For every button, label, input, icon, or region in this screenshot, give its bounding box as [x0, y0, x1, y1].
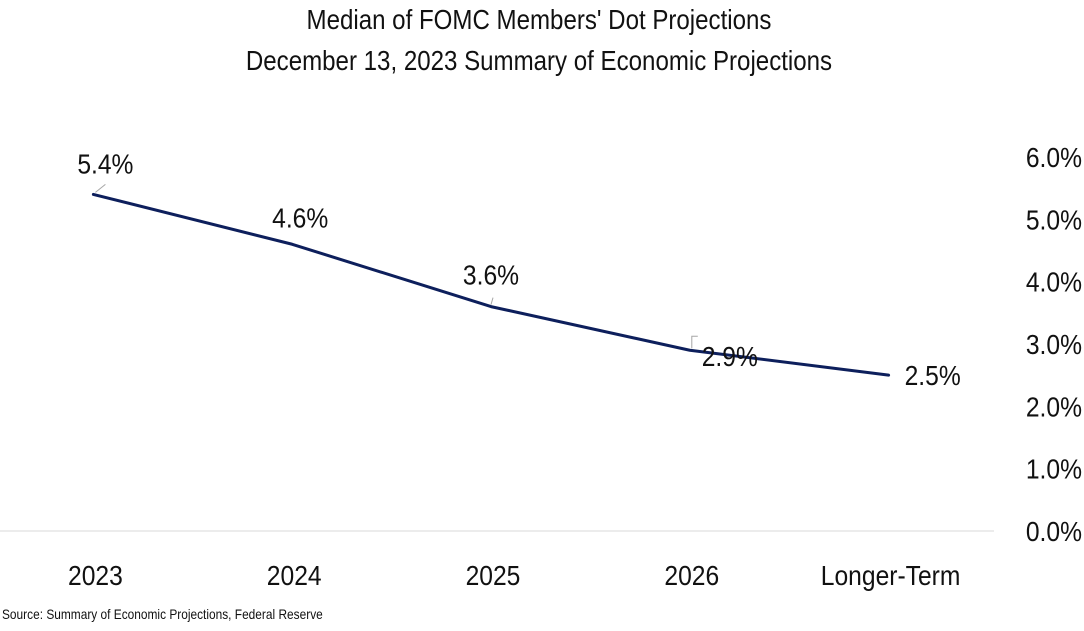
x-tick-label: 2023	[68, 560, 123, 592]
x-tick-label: 2026	[664, 560, 719, 592]
data-label: 4.6%	[272, 202, 328, 234]
chart-title: Median of FOMC Members' Dot Projections	[306, 4, 772, 35]
data-label: 5.4%	[77, 148, 133, 180]
x-tick-label: 2025	[466, 560, 521, 592]
data-label: 2.5%	[905, 360, 961, 392]
x-tick-label: 2024	[267, 560, 322, 592]
y-tick-label: 6.0%	[1026, 142, 1082, 174]
chart-subtitle: December 13, 2023 Summary of Economic Pr…	[245, 45, 833, 76]
y-tick-label: 0.0%	[1026, 516, 1082, 548]
data-label-leader	[691, 335, 698, 349]
data-label: 2.9%	[702, 341, 758, 373]
y-tick-label: 1.0%	[1026, 453, 1082, 485]
y-tick-label: 5.0%	[1026, 204, 1082, 236]
x-tick-label: Longer-Term	[821, 560, 961, 592]
y-tick-label: 3.0%	[1026, 329, 1082, 361]
data-label: 3.6%	[463, 259, 519, 291]
data-label-leader	[95, 184, 106, 193]
data-label-leader	[490, 297, 494, 305]
series-line	[91, 192, 891, 377]
y-tick-label: 4.0%	[1026, 266, 1082, 298]
source-note: Source: Summary of Economic Projections,…	[2, 606, 323, 622]
y-tick-label: 2.0%	[1026, 391, 1082, 423]
